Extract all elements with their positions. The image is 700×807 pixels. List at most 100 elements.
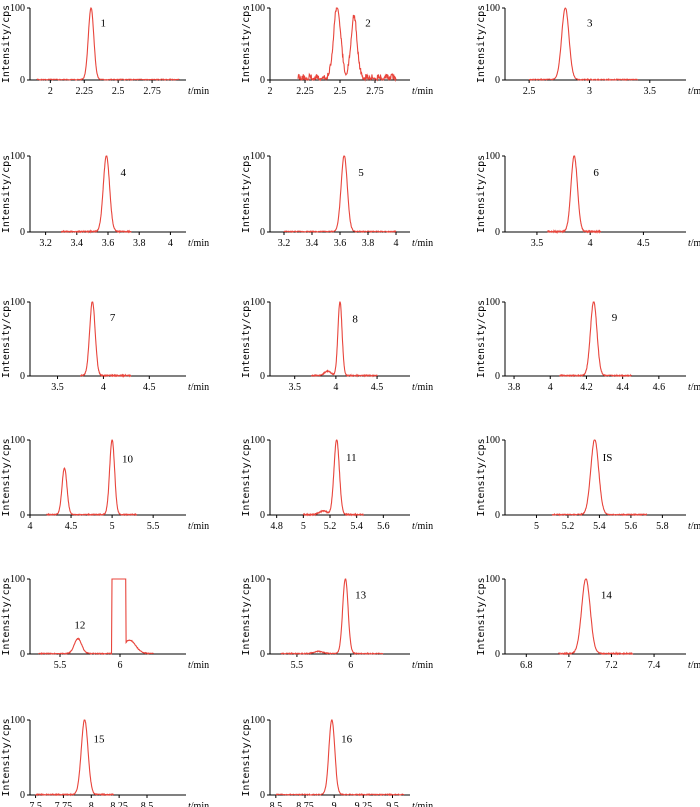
y-tick-label: 100 bbox=[10, 715, 25, 726]
y-tick-label: 100 bbox=[10, 3, 25, 14]
x-tick-label: 4.8 bbox=[270, 521, 283, 532]
y-tick-label: 100 bbox=[250, 3, 265, 14]
x-unit-label: t/min bbox=[412, 86, 433, 97]
peak-label: 15 bbox=[94, 734, 106, 746]
x-unit-label: t/min bbox=[688, 660, 700, 671]
x-tick-label: 5.6 bbox=[625, 521, 638, 532]
x-tick-label: 4.5 bbox=[65, 521, 78, 532]
x-tick-label: 7.5 bbox=[29, 801, 42, 807]
y-tick-label: 0 bbox=[20, 227, 25, 238]
y-tick-label: 100 bbox=[485, 3, 500, 14]
y-tick-label: 100 bbox=[10, 574, 25, 585]
peak-label: 12 bbox=[74, 620, 85, 632]
x-tick-label: 8.75 bbox=[296, 801, 314, 807]
chromatogram-trace bbox=[302, 439, 364, 517]
y-tick-label: 0 bbox=[20, 75, 25, 86]
x-tick-label: 4.4 bbox=[616, 382, 629, 393]
x-tick-label: 3.8 bbox=[362, 238, 375, 249]
x-tick-label: 2.5 bbox=[112, 86, 125, 97]
x-tick-label: 3.5 bbox=[51, 382, 64, 393]
peak-label: IS bbox=[603, 452, 613, 464]
x-unit-label: t/min bbox=[688, 382, 700, 393]
x-unit-label: t/min bbox=[412, 521, 433, 532]
y-tick-label: 0 bbox=[495, 371, 500, 382]
x-tick-label: 6 bbox=[118, 660, 123, 671]
y-axis-label: Intensity/cps bbox=[241, 438, 252, 516]
chromatogram-trace bbox=[36, 6, 180, 81]
y-tick-label: 0 bbox=[495, 649, 500, 660]
chromatogram-trace bbox=[528, 7, 638, 82]
x-tick-label: 3 bbox=[587, 86, 592, 97]
x-tick-label: 2 bbox=[48, 86, 53, 97]
peak-label: 9 bbox=[612, 312, 618, 324]
y-axis-label: Intensity/cps bbox=[1, 5, 12, 83]
x-tick-label: 5.8 bbox=[656, 521, 669, 532]
x-tick-label: 5.5 bbox=[147, 521, 160, 532]
y-tick-label: 100 bbox=[250, 574, 265, 585]
y-tick-label: 0 bbox=[260, 649, 265, 660]
x-tick-label: 3.8 bbox=[133, 238, 146, 249]
peak-label: 6 bbox=[593, 167, 599, 179]
chromatogram-trace bbox=[38, 578, 154, 656]
chromatogram-trace bbox=[297, 7, 397, 83]
x-unit-label: t/min bbox=[412, 238, 433, 249]
x-tick-label: 3.6 bbox=[102, 238, 115, 249]
x-tick-label: 2.75 bbox=[366, 86, 384, 97]
y-tick-label: 100 bbox=[485, 297, 500, 308]
y-axis-label: Intensity/cps bbox=[1, 438, 12, 516]
y-tick-label: 100 bbox=[250, 715, 265, 726]
y-tick-label: 100 bbox=[485, 151, 500, 162]
chromatogram-trace bbox=[551, 439, 648, 517]
x-tick-label: 7 bbox=[566, 660, 571, 671]
x-unit-label: t/min bbox=[412, 382, 433, 393]
x-tick-label: 3.4 bbox=[71, 238, 84, 249]
y-tick-label: 0 bbox=[20, 371, 25, 382]
x-tick-label: 9 bbox=[332, 801, 337, 807]
x-unit-label: t/min bbox=[688, 86, 700, 97]
peak-label: 5 bbox=[358, 167, 364, 179]
peak-label: 14 bbox=[601, 590, 613, 602]
y-axis-label: Intensity/cps bbox=[1, 300, 12, 378]
y-tick-label: 0 bbox=[260, 227, 265, 238]
y-tick-label: 100 bbox=[10, 435, 25, 446]
x-tick-label: 2 bbox=[268, 86, 273, 97]
chromatogram-trace bbox=[80, 301, 132, 379]
x-unit-label: t/min bbox=[188, 801, 209, 807]
x-tick-label: 7.75 bbox=[55, 801, 73, 807]
x-tick-label: 4 bbox=[333, 382, 338, 393]
y-tick-label: 0 bbox=[260, 371, 265, 382]
x-tick-label: 4 bbox=[168, 238, 173, 249]
x-tick-label: 8.5 bbox=[270, 801, 283, 807]
y-axis-label: Intensity/cps bbox=[1, 577, 12, 655]
x-unit-label: t/min bbox=[188, 86, 209, 97]
x-tick-label: 5 bbox=[534, 521, 539, 532]
x-tick-label: 5.5 bbox=[291, 660, 304, 671]
y-tick-label: 100 bbox=[10, 151, 25, 162]
x-tick-label: 3.5 bbox=[644, 86, 657, 97]
x-unit-label: t/min bbox=[188, 521, 209, 532]
x-tick-label: 3.6 bbox=[334, 238, 347, 249]
y-axis-label: Intensity/cps bbox=[241, 155, 252, 233]
y-axis-label: Intensity/cps bbox=[476, 438, 487, 516]
x-tick-label: 4.6 bbox=[653, 382, 666, 393]
x-tick-label: 2.5 bbox=[523, 86, 536, 97]
x-tick-label: 2.75 bbox=[143, 86, 161, 97]
peak-label: 4 bbox=[120, 167, 126, 179]
x-tick-label: 5.2 bbox=[562, 521, 575, 532]
x-unit-label: t/min bbox=[188, 660, 209, 671]
x-tick-label: 4 bbox=[28, 521, 33, 532]
chromatogram-trace bbox=[46, 439, 138, 517]
x-tick-label: 3.4 bbox=[306, 238, 319, 249]
y-tick-label: 0 bbox=[495, 510, 500, 521]
peak-label: 8 bbox=[352, 314, 358, 326]
